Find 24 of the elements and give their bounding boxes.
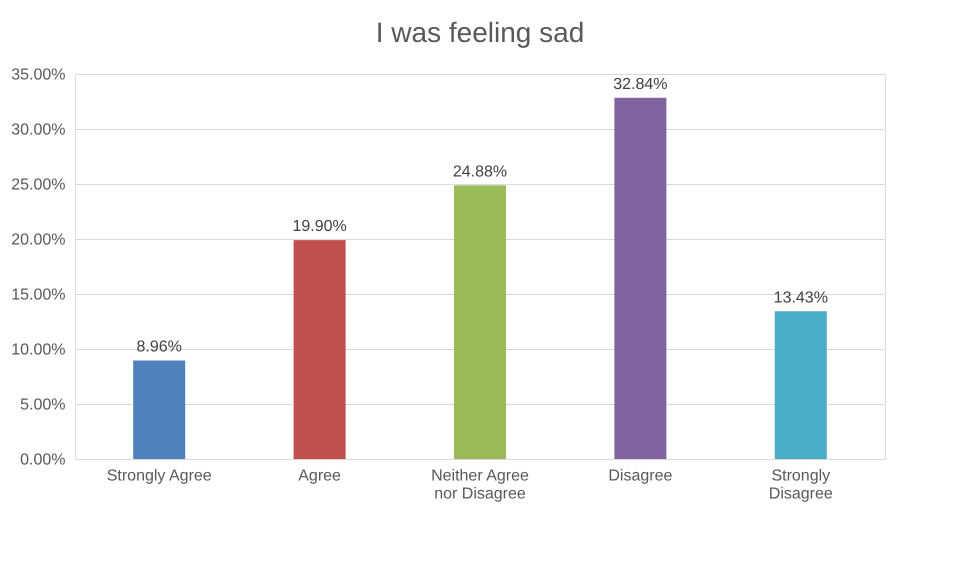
data-label: 8.96% bbox=[136, 338, 182, 356]
y-tick-label: 30.00% bbox=[11, 122, 66, 138]
data-label: 32.84% bbox=[613, 76, 668, 93]
y-tick-label: 35.00% bbox=[11, 66, 66, 84]
y-tick-label: 10.00% bbox=[11, 342, 66, 358]
y-tick-label: 20.00% bbox=[11, 232, 66, 248]
data-label: 13.43% bbox=[774, 289, 828, 306]
x-tick-label: Strongly Agree bbox=[106, 468, 212, 484]
data-label: 24.88% bbox=[452, 163, 508, 180]
bar bbox=[774, 311, 827, 459]
x-tick-label: Strongly Disagree bbox=[768, 468, 833, 502]
x-tick-label: Disagree bbox=[608, 468, 673, 484]
x-tick-label: Neither Agree nor Disagree bbox=[431, 468, 530, 502]
bar bbox=[133, 360, 186, 459]
bar bbox=[454, 185, 506, 459]
data-label: 19.90% bbox=[292, 218, 347, 236]
bar bbox=[614, 98, 666, 459]
bar bbox=[294, 240, 346, 459]
y-tick-label: 0.00% bbox=[20, 452, 66, 468]
y-tick-label: 15.00% bbox=[11, 286, 66, 304]
y-tick-label: 25.00% bbox=[11, 176, 66, 194]
x-tick-label: Agree bbox=[298, 468, 342, 484]
y-tick-label: 5.00% bbox=[20, 396, 66, 414]
chart-title: I was feeling sad bbox=[376, 17, 584, 48]
